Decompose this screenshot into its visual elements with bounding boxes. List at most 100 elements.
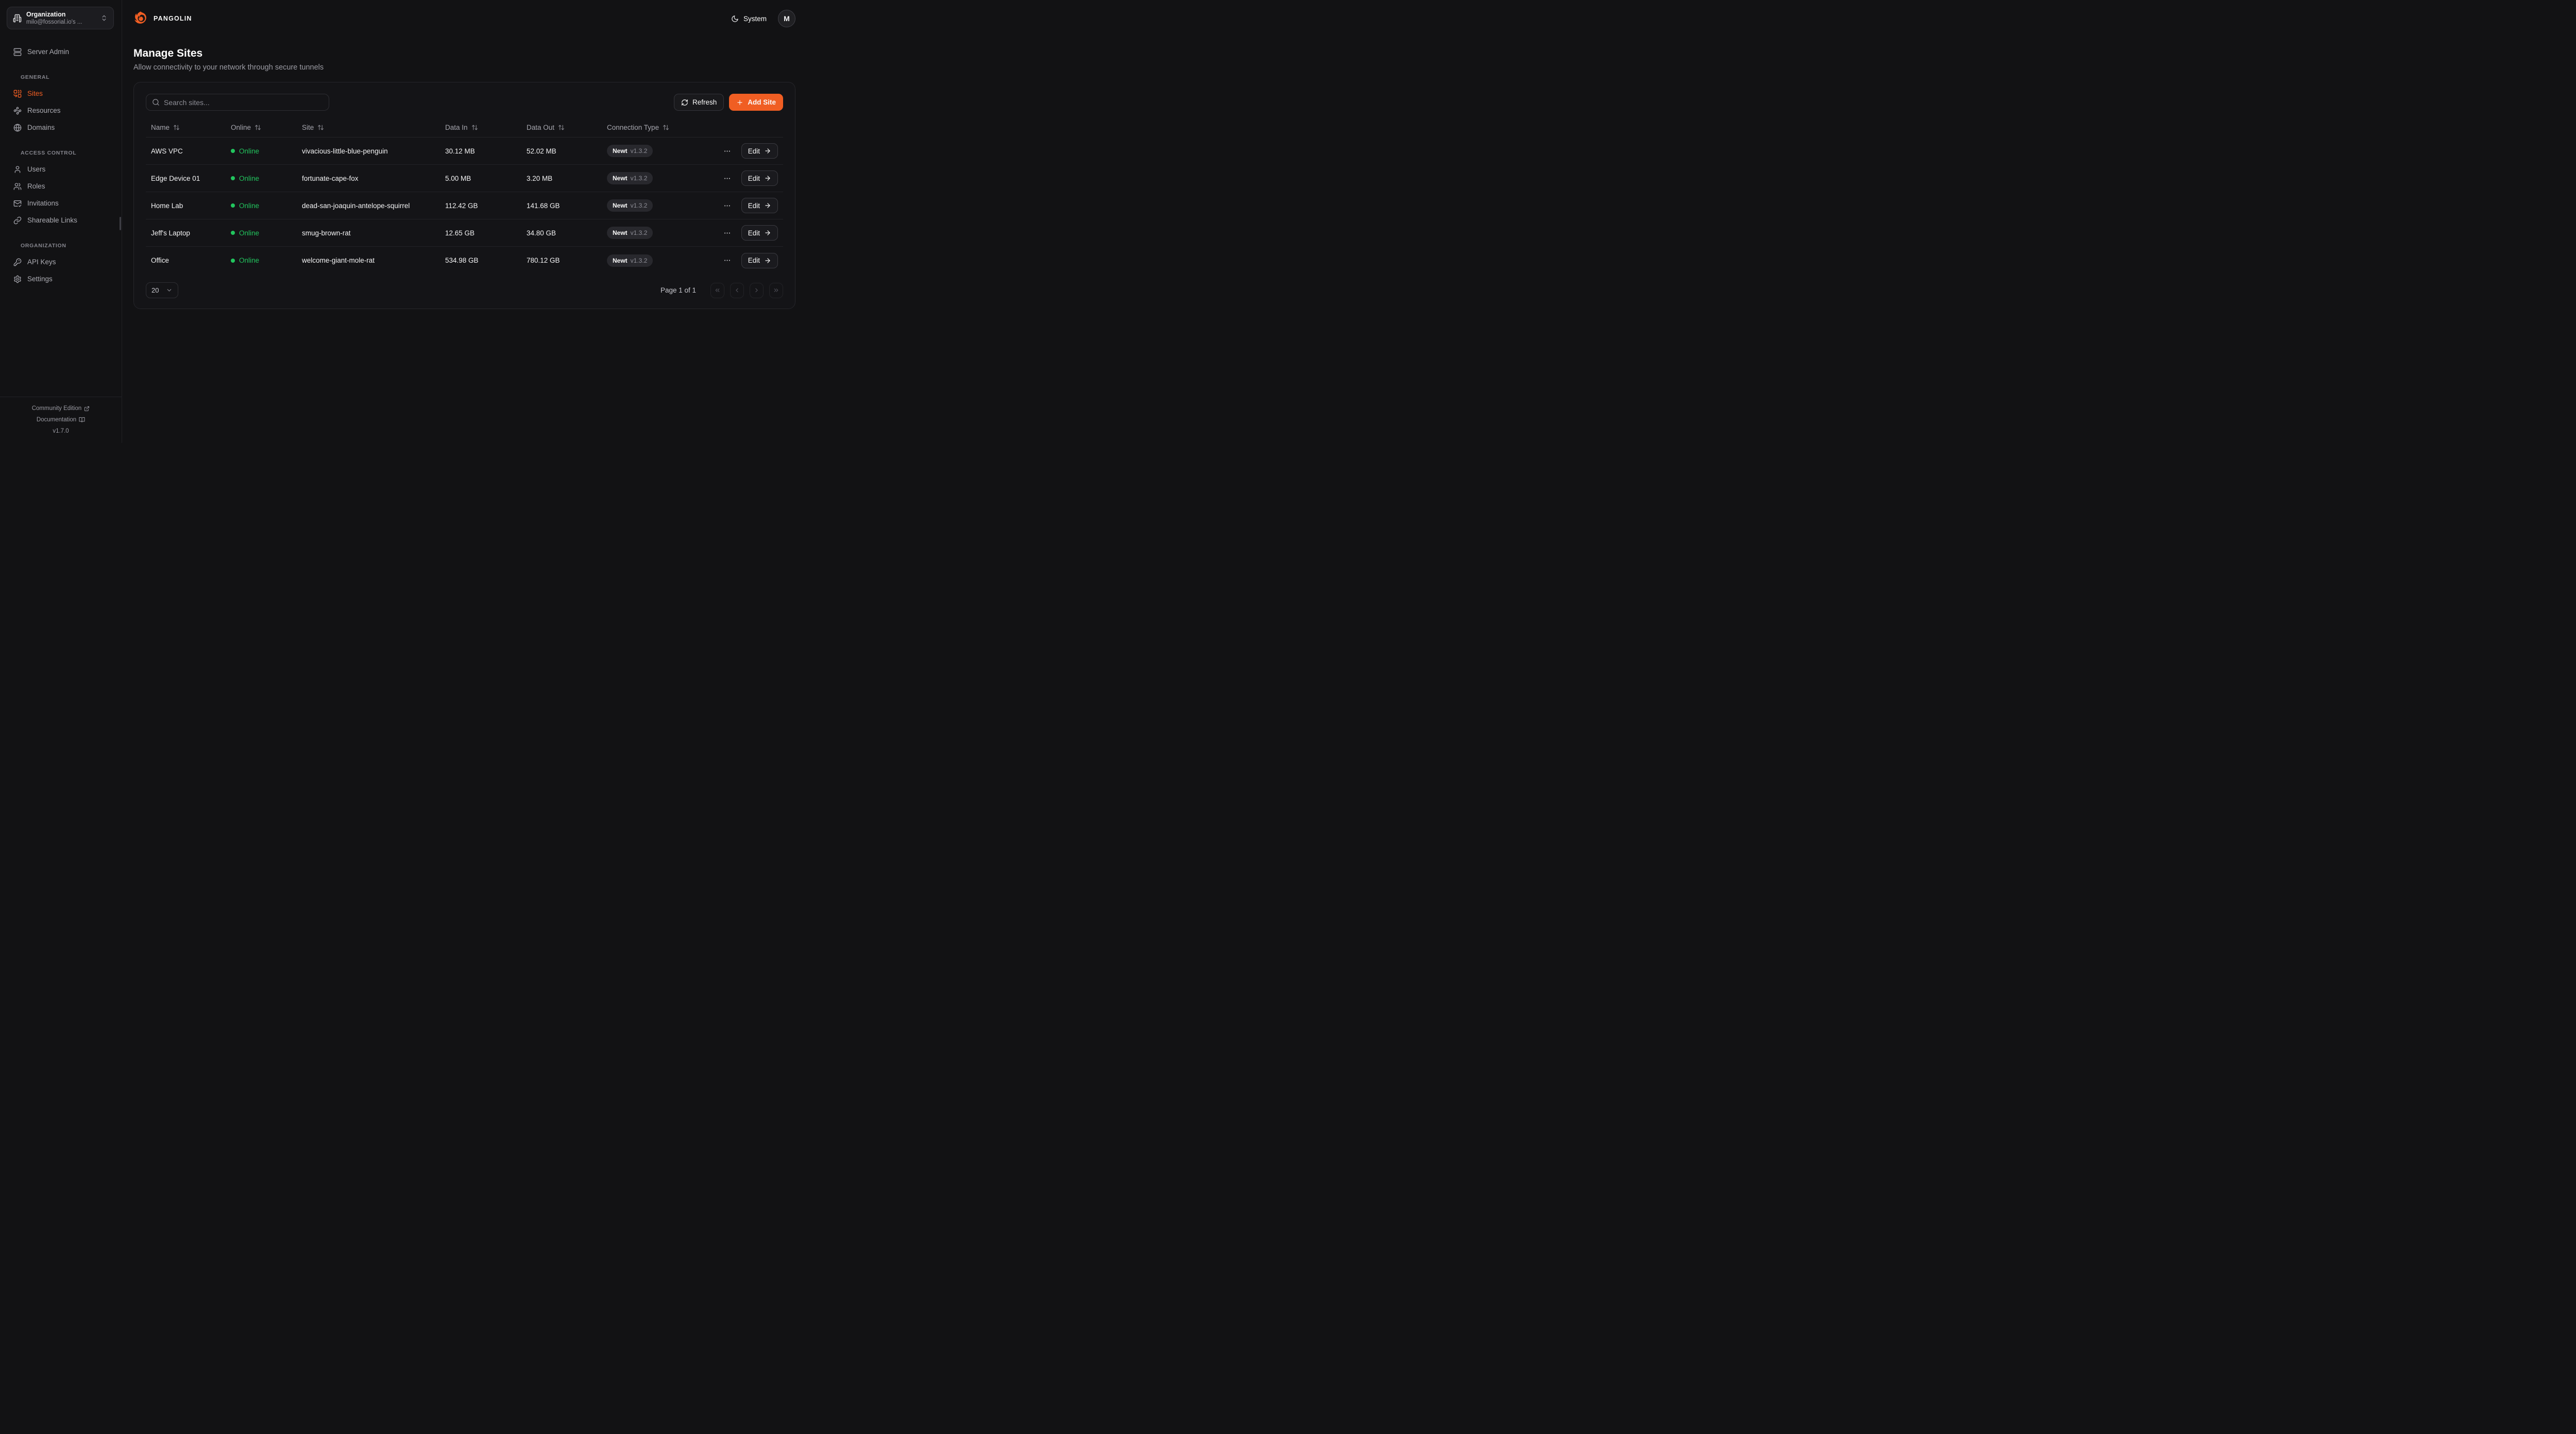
cell-online: Online — [226, 229, 297, 237]
online-status-dot — [231, 231, 235, 235]
row-menu-button[interactable] — [722, 174, 732, 183]
globe-icon — [13, 124, 22, 132]
sidebar-footer: Community Edition Documentation v1.7.0 — [0, 397, 122, 443]
edit-button[interactable]: Edit — [741, 225, 778, 241]
first-page-button[interactable] — [710, 282, 724, 298]
org-switcher[interactable]: Organization milo@fossorial.io's ... — [7, 7, 114, 29]
cell-actions: Edit — [710, 252, 783, 268]
connection-type-badge: Newt v1.3.2 — [607, 145, 653, 157]
cell-site: smug-brown-rat — [302, 229, 351, 237]
key-icon — [13, 258, 22, 266]
column-header-name[interactable]: Name — [146, 124, 226, 131]
sidebar-item-settings[interactable]: Settings — [7, 270, 114, 287]
resources-icon — [13, 107, 22, 115]
ellipsis-icon — [723, 147, 731, 155]
pager-buttons — [710, 282, 783, 298]
row-menu-button[interactable] — [722, 228, 732, 238]
column-header-data-out[interactable]: Data Out — [521, 124, 602, 131]
moon-icon — [731, 15, 739, 23]
avatar[interactable]: M — [778, 10, 795, 27]
table-body: AWS VPC Online vivacious-little-blue-pen… — [146, 138, 783, 274]
online-status-label: Online — [239, 201, 260, 210]
ellipsis-icon — [723, 229, 731, 237]
cell-name: Edge Device 01 — [151, 174, 200, 182]
online-status-dot — [231, 149, 235, 153]
cell-online: Online — [226, 202, 297, 210]
add-site-button[interactable]: Add Site — [729, 94, 783, 111]
sidebar: Organization milo@fossorial.io's ... Ser… — [0, 0, 122, 443]
cell-data-in: 5.00 MB — [445, 174, 471, 182]
row-menu-button[interactable] — [722, 146, 732, 156]
previous-page-button[interactable] — [730, 282, 744, 298]
online-status-label: Online — [239, 147, 260, 155]
connection-type-badge: Newt v1.3.2 — [607, 172, 653, 184]
mail-check-icon — [13, 199, 22, 208]
refresh-button[interactable]: Refresh — [673, 94, 724, 111]
theme-toggle[interactable]: System — [731, 15, 767, 23]
sidebar-scrollbar-thumb[interactable] — [120, 217, 121, 230]
cell-actions: Edit — [710, 198, 783, 213]
edit-button-label: Edit — [748, 147, 760, 155]
sidebar-item-sites[interactable]: Sites — [7, 85, 114, 102]
table-row: Home Lab Online dead-san-joaquin-antelop… — [146, 192, 783, 219]
sidebar-item-api-keys[interactable]: API Keys — [7, 253, 114, 270]
search-input[interactable] — [164, 98, 323, 107]
last-page-button[interactable] — [769, 282, 783, 298]
online-status-dot — [231, 203, 235, 208]
sidebar-item-resources[interactable]: Resources — [7, 102, 114, 119]
connection-type-version: v1.3.2 — [630, 147, 648, 155]
pangolin-logo — [133, 11, 149, 26]
page-title: Manage Sites — [133, 47, 203, 59]
connection-type-version: v1.3.2 — [630, 202, 648, 209]
cell-site: vivacious-little-blue-penguin — [302, 147, 388, 155]
community-edition-link[interactable]: Community Edition — [0, 403, 122, 414]
link-icon — [13, 216, 22, 225]
page-size-select[interactable]: 20 — [146, 282, 178, 298]
building-icon — [13, 14, 22, 23]
cell-site: welcome-giant-mole-rat — [302, 257, 375, 264]
sidebar-item-domains[interactable]: Domains — [7, 119, 114, 136]
sort-icon — [317, 124, 324, 131]
chevrons-left-icon — [714, 287, 721, 294]
row-menu-button[interactable] — [722, 201, 732, 211]
column-header-online[interactable]: Online — [226, 124, 297, 131]
cell-data-out: 780.12 GB — [527, 257, 560, 264]
next-page-button[interactable] — [750, 282, 764, 298]
sidebar-item-users[interactable]: Users — [7, 161, 114, 178]
chevrons-right-icon — [773, 287, 779, 294]
column-header-site[interactable]: Site — [297, 124, 440, 131]
book-open-icon — [79, 417, 85, 423]
cell-name: Home Lab — [151, 201, 183, 210]
edit-button[interactable]: Edit — [741, 198, 778, 213]
cell-connection-type: Newt v1.3.2 — [602, 145, 710, 157]
user-icon — [13, 165, 22, 174]
edit-button[interactable]: Edit — [741, 143, 778, 159]
plus-icon — [736, 99, 743, 106]
edit-button[interactable]: Edit — [741, 252, 778, 268]
section-label-access-control: ACCESS CONTROL — [21, 150, 77, 156]
column-header-connection-type[interactable]: Connection Type — [602, 124, 710, 131]
cell-site: dead-san-joaquin-antelope-squirrel — [302, 201, 410, 210]
connection-type-name: Newt — [613, 147, 628, 155]
page-status: Page 1 of 1 — [660, 286, 696, 294]
edit-button-label: Edit — [748, 174, 760, 182]
gear-icon — [13, 275, 22, 283]
sidebar-item-shareable-links[interactable]: Shareable Links — [7, 212, 114, 229]
refresh-icon — [681, 99, 688, 106]
cell-name: Jeff's Laptop — [151, 229, 190, 237]
sidebar-item-server-admin[interactable]: Server Admin — [7, 43, 114, 60]
connection-type-name: Newt — [613, 257, 628, 264]
connection-type-version: v1.3.2 — [630, 175, 648, 182]
cell-connection-type: Newt v1.3.2 — [602, 172, 710, 184]
cell-data-in: 112.42 GB — [445, 201, 478, 210]
documentation-link[interactable]: Documentation — [0, 414, 122, 425]
sidebar-item-invitations[interactable]: Invitations — [7, 195, 114, 212]
cell-name: Office — [151, 257, 170, 264]
edit-button[interactable]: Edit — [741, 170, 778, 186]
column-header-data-in[interactable]: Data In — [440, 124, 521, 131]
row-menu-button[interactable] — [722, 255, 732, 265]
connection-type-version: v1.3.2 — [630, 229, 648, 236]
page-content: Manage Sites Allow connectivity to your … — [122, 37, 808, 309]
org-value: milo@fossorial.io's ... — [26, 19, 82, 25]
sidebar-item-roles[interactable]: Roles — [7, 178, 114, 195]
